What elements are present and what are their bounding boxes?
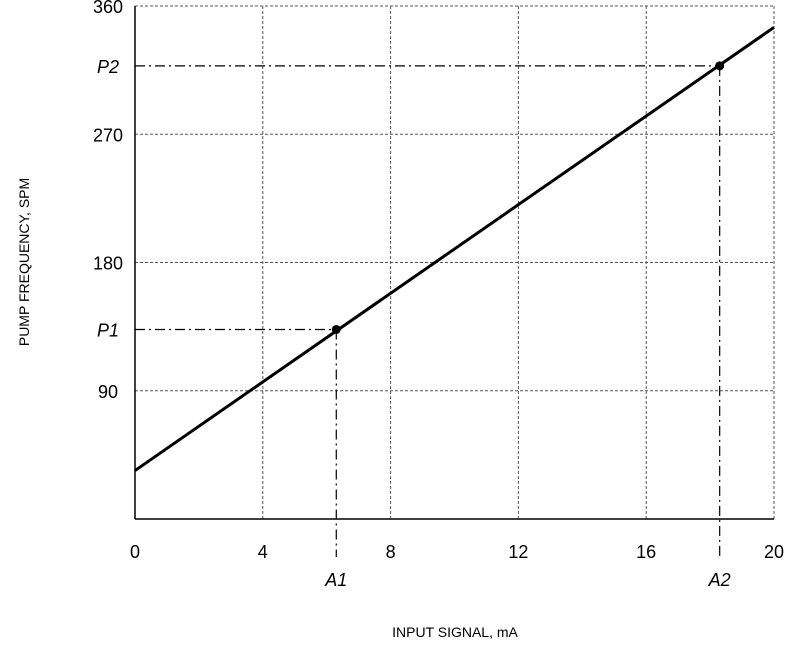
y-tick-label: 270 bbox=[93, 125, 123, 145]
data-point-a2 bbox=[715, 61, 724, 70]
x-tick-label: 12 bbox=[508, 542, 528, 562]
labels-layer: A1 P1 A2 P2 0 4 8 12 16 20 90 180 270 360 bbox=[93, 0, 784, 590]
reference-label-p2: P2 bbox=[97, 57, 119, 77]
x-tick-label: 4 bbox=[258, 542, 268, 562]
grid-layer bbox=[135, 6, 774, 519]
x-tick-label: 16 bbox=[636, 542, 656, 562]
data-point-a1 bbox=[332, 325, 341, 334]
y-tick-label: 180 bbox=[93, 254, 123, 274]
reference-label-p1: P1 bbox=[97, 320, 119, 340]
y-axis-title: PUMP FREQUENCY, SPM bbox=[16, 178, 32, 346]
y-tick-label: 360 bbox=[93, 0, 123, 17]
x-tick-label: 8 bbox=[386, 542, 396, 562]
reference-label-a2: A2 bbox=[708, 570, 731, 590]
series-line bbox=[135, 27, 774, 470]
reference-label-a1: A1 bbox=[324, 570, 347, 590]
series-layer bbox=[135, 27, 774, 470]
x-axis-title: INPUT SIGNAL, mA bbox=[392, 624, 518, 640]
x-tick-label: 0 bbox=[130, 542, 140, 562]
y-tick-label: 90 bbox=[98, 382, 118, 402]
reference-lines-layer bbox=[135, 66, 720, 557]
x-tick-label: 20 bbox=[764, 542, 784, 562]
